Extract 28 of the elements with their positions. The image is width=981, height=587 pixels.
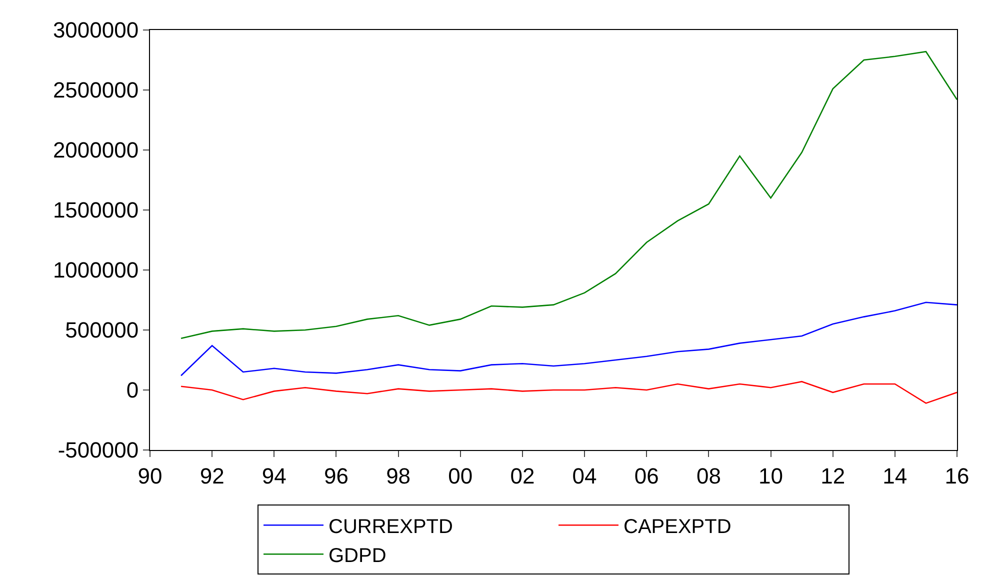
x-tick-label: 14 [882, 463, 908, 488]
x-tick-label: 16 [944, 463, 970, 488]
y-tick-label: 3000000 [52, 18, 139, 43]
line-series [180, 302, 957, 376]
legend-label: CURREXPTD [328, 516, 453, 538]
y-tick-label: 2000000 [52, 138, 139, 163]
x-tick-label: 08 [696, 463, 721, 488]
x-tick-label: 12 [820, 463, 846, 488]
y-tick-label: 0 [126, 378, 139, 403]
x-tick-label: 10 [758, 463, 784, 488]
x-tick-label: 00 [448, 463, 473, 488]
y-tick-label: 1500000 [52, 198, 139, 223]
y-tick-label: -500000 [58, 438, 139, 463]
legend-label: GDPD [328, 544, 386, 567]
x-tick-label: 90 [138, 463, 162, 488]
x-tick-label: 04 [572, 463, 597, 488]
y-tick-label: 500000 [65, 318, 139, 343]
x-tick-label: 96 [324, 463, 348, 488]
x-tick-label: 94 [262, 463, 286, 488]
x-tick-label: 92 [200, 463, 224, 488]
y-tick-label: 1000000 [52, 258, 139, 283]
x-tick-label: 06 [634, 463, 659, 488]
x-tick-label: 98 [386, 463, 411, 488]
line-series [180, 50, 957, 340]
legend-label: CAPEXPTD [624, 516, 732, 538]
x-tick-label: 02 [510, 463, 535, 488]
line-series [180, 380, 957, 404]
y-tick-label: 2500000 [52, 78, 139, 103]
